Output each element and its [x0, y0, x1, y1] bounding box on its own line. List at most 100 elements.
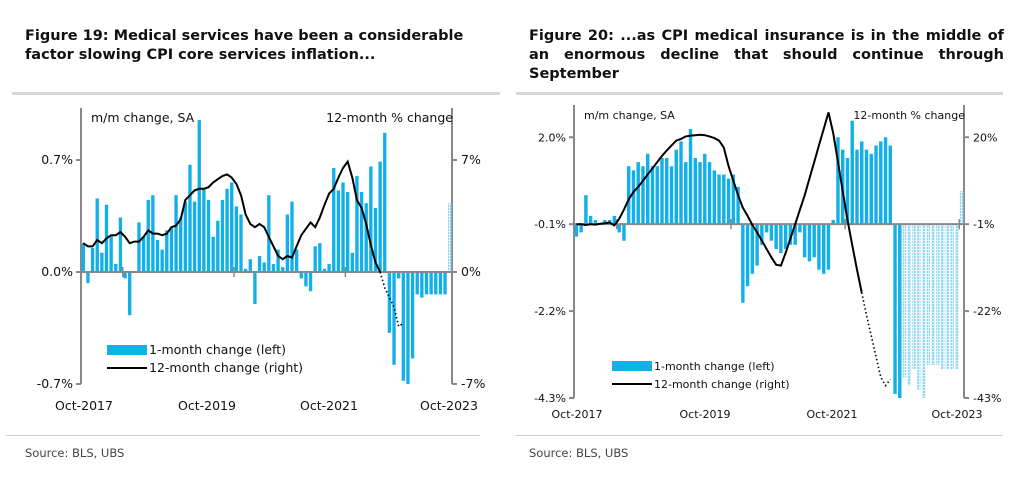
bar: [355, 176, 359, 272]
bar: [783, 224, 788, 249]
bar: [271, 264, 276, 272]
bar: [788, 224, 793, 245]
bar: [239, 214, 243, 272]
x-tick-label: Oct-2021: [300, 398, 358, 413]
bar: [802, 224, 807, 258]
bar: [443, 272, 447, 295]
bar: [359, 192, 364, 272]
bar: [174, 195, 178, 272]
x-tick-label: Oct-2017: [552, 408, 603, 421]
bar: [438, 272, 443, 295]
right-axis-label: 12-month % change: [853, 109, 965, 122]
bar: [225, 188, 229, 272]
bar: [253, 272, 257, 304]
bar: [243, 268, 248, 272]
bar: [707, 162, 712, 225]
bar: [137, 222, 141, 272]
bar: [114, 264, 118, 272]
bar: [731, 174, 736, 225]
bar: [774, 224, 778, 249]
bar: [574, 224, 579, 237]
bar: [736, 186, 740, 225]
bar: [192, 201, 197, 272]
right-axis-label: 12-month % change: [326, 110, 453, 125]
forecast-bar: [931, 224, 935, 365]
bar: [703, 153, 707, 225]
bar: [898, 224, 902, 398]
bar: [281, 267, 285, 272]
bar: [387, 272, 392, 333]
forecast-bar: [940, 224, 945, 370]
title-rule: [12, 92, 255, 95]
forecast-bar: [902, 224, 907, 378]
bar: [893, 224, 897, 394]
forecast-bar: [921, 224, 926, 398]
bar: [276, 249, 280, 272]
bar: [202, 188, 206, 272]
left-tick-label: -4.3%: [534, 392, 566, 405]
left-tick-label: 0.7%: [41, 152, 73, 167]
forecast-bar: [912, 224, 916, 370]
bar: [831, 220, 835, 225]
bar: [109, 235, 113, 272]
bar: [369, 166, 373, 272]
source-rule: [6, 435, 480, 436]
bar: [631, 170, 636, 225]
right-tick-label: 20%: [973, 131, 997, 144]
bar: [364, 203, 368, 272]
bar: [420, 272, 424, 298]
bar: [410, 272, 415, 359]
bar: [745, 224, 750, 287]
bar: [336, 190, 341, 272]
bar: [817, 224, 821, 270]
bar: [216, 220, 220, 272]
forecast-bar: [950, 224, 954, 370]
bar: [290, 201, 294, 272]
bar: [660, 157, 664, 225]
bar: [322, 268, 327, 272]
bar: [603, 220, 607, 225]
bar: [128, 272, 132, 316]
bar: [350, 252, 354, 272]
bar: [434, 272, 438, 295]
bar: [406, 272, 410, 384]
bar: [760, 224, 764, 245]
title-rule: [255, 92, 500, 95]
bar: [95, 198, 99, 272]
bar: [593, 220, 598, 225]
bar: [211, 236, 215, 272]
bar: [294, 249, 299, 272]
bar: [665, 157, 669, 225]
bar: [750, 224, 755, 274]
bar: [807, 224, 812, 262]
right-tick-label: -43%: [973, 392, 1001, 405]
bar: [712, 170, 717, 225]
bar: [888, 145, 892, 225]
x-tick-label: Oct-2023: [932, 408, 983, 421]
bar: [588, 215, 593, 225]
legend-label-bar: 1-month change (left): [654, 360, 775, 373]
bar: [717, 174, 721, 225]
right-tick-label: -22%: [973, 305, 1001, 318]
bar: [415, 272, 419, 295]
bar: [341, 182, 345, 272]
figure-19-panel: Figure 19: Medical services have been a …: [6, 28, 500, 460]
bar: [373, 208, 378, 272]
left-tick-label: 0.0%: [41, 264, 73, 279]
bar: [679, 141, 683, 225]
bar: [836, 137, 840, 225]
line-12-month-forecast: [379, 271, 404, 328]
left-axis-label: m/m change, SA: [91, 110, 195, 125]
x-tick-label: Oct-2021: [807, 408, 858, 421]
bar: [345, 192, 350, 272]
bar: [188, 164, 192, 272]
bar: [693, 157, 697, 225]
bar: [396, 272, 401, 279]
line-12-month: [576, 112, 863, 293]
bar: [669, 166, 674, 225]
bar: [655, 166, 659, 225]
bar: [123, 272, 127, 279]
figure-19-chart: -0.7% 0.0% 0.7% -7% 0% 7% m/m change, SA 12-mon…: [37, 108, 485, 413]
bar: [698, 162, 702, 225]
x-tick-label: Oct-2019: [680, 408, 731, 421]
